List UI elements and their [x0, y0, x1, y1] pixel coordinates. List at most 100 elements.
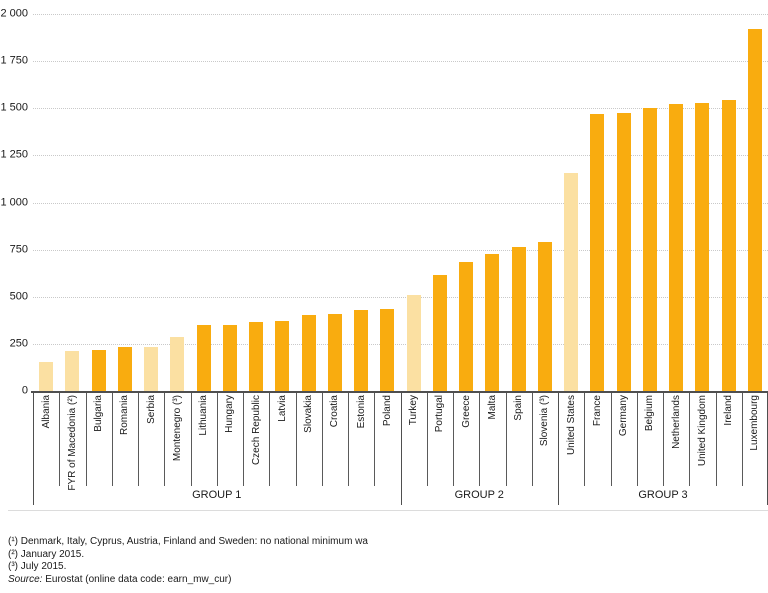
x-tick-label: United States	[565, 395, 577, 456]
x-tick-label: Slovenia (³)	[539, 395, 551, 447]
footnotes: (¹) Denmark, Italy, Cyprus, Austria, Fin…	[8, 536, 758, 586]
category-separator	[164, 393, 166, 486]
category-separator	[295, 393, 297, 486]
bar-belgium	[642, 107, 657, 391]
x-tick-label: Hungary	[224, 395, 236, 433]
bar-spain	[511, 246, 526, 391]
category-separator	[636, 393, 638, 486]
x-tick-label: Bulgaria	[93, 395, 104, 432]
bar-montenegro	[170, 336, 185, 391]
x-label-cell-serbia: Serbia	[138, 395, 165, 490]
bar-bulgaria	[91, 350, 106, 391]
bar-czech-republic	[249, 322, 264, 391]
bar-greece	[459, 262, 474, 391]
x-tick-label: Germany	[618, 395, 629, 437]
x-label-cell-poland: Poland	[374, 395, 401, 490]
x-tick-label: Poland	[381, 395, 393, 427]
bar-lithuania	[196, 325, 211, 391]
x-label-cell-estonia: Estonia	[348, 395, 375, 490]
source-line: Source: Eurostat (online data code: earn…	[8, 574, 758, 587]
y-tick-label-1500: 1 500	[0, 101, 28, 114]
bar-estonia	[354, 309, 369, 391]
category-separator	[453, 393, 454, 486]
category-separator	[269, 393, 271, 486]
bottom-divider	[8, 510, 768, 511]
x-label-cell-slovakia: Slovakia	[296, 395, 323, 490]
category-separator	[741, 393, 743, 486]
bar-luxembourg	[747, 28, 762, 391]
group-boundary	[766, 393, 768, 505]
x-label-cell-spain: Spain	[506, 395, 533, 490]
gridline-1250	[33, 155, 768, 157]
bar-croatia	[327, 314, 342, 391]
x-tick-label: Greece	[460, 395, 472, 428]
x-tick-label: Latvia	[276, 395, 288, 422]
category-separator	[190, 393, 192, 486]
gridline-500	[33, 296, 768, 298]
gridline-1000	[33, 202, 768, 204]
x-tick-label: Belgium	[644, 395, 656, 432]
x-label-cell-bulgaria: Bulgaria	[86, 395, 113, 490]
y-tick-label-1750: 1 750	[0, 54, 28, 67]
bar-serbia	[144, 346, 159, 391]
x-tick-label: FYR of Macedonia (²)	[66, 395, 78, 491]
category-separator	[584, 393, 586, 486]
category-separator	[85, 393, 87, 486]
x-label-cell-united-states: United States	[558, 395, 585, 490]
category-separator	[138, 393, 139, 486]
gridline-2000	[33, 14, 768, 15]
bar-turkey	[406, 294, 421, 391]
x-tick-label: Estonia	[355, 395, 367, 429]
bar-portugal	[432, 274, 447, 391]
category-separator	[610, 393, 612, 486]
x-axis-line	[31, 391, 768, 393]
category-separator	[689, 393, 691, 486]
x-label-cell-montenegro: Montenegro (³)	[164, 395, 191, 490]
group-boundary	[558, 393, 559, 505]
group-boundary	[400, 393, 402, 505]
footnote-2: (²) January 2015.	[8, 548, 85, 560]
bar-germany	[616, 113, 631, 391]
bar-united-states	[564, 172, 579, 391]
bar-romania	[117, 347, 132, 391]
category-separator	[243, 393, 244, 486]
x-label-cell-lithuania: Lithuania	[191, 395, 218, 490]
x-tick-label: Lithuania	[198, 395, 209, 436]
x-label-cell-latvia: Latvia	[269, 395, 296, 490]
x-tick-label: Netherlands	[670, 395, 682, 449]
gridline-250	[33, 343, 768, 345]
bar-poland	[380, 309, 395, 391]
category-separator	[216, 393, 218, 486]
x-label-cell-belgium: Belgium	[637, 395, 664, 490]
category-separator	[531, 393, 533, 486]
x-tick-label: Portugal	[434, 395, 446, 433]
y-tick-label-750: 750	[9, 243, 28, 256]
x-tick-label: France	[591, 395, 603, 427]
x-tick-label: Montenegro (³)	[171, 395, 183, 462]
y-tick-label-1250: 1 250	[0, 148, 28, 161]
y-tick-label-2000: 2 000	[0, 7, 28, 20]
bar-ireland	[721, 99, 736, 391]
x-tick-label: Slovakia	[303, 395, 314, 433]
x-label-cell-malta: Malta	[479, 395, 506, 490]
x-label-cell-ireland: Ireland	[716, 395, 743, 490]
bar-malta	[485, 253, 500, 391]
x-label-cell-luxembourg: Luxembourg	[742, 395, 768, 490]
x-label-cell-germany: Germany	[611, 395, 638, 490]
x-label-cell-united-kingdom: United Kingdom	[689, 395, 716, 490]
x-tick-label: Malta	[486, 395, 498, 420]
bar-france	[590, 114, 605, 391]
category-separator	[374, 393, 376, 486]
x-label-cell-fyr-of-macedonia: FYR of Macedonia (²)	[59, 395, 86, 491]
category-separator	[321, 393, 323, 486]
y-tick-label-0: 0	[21, 384, 28, 397]
x-tick-label: Albania	[40, 395, 52, 429]
source-label: Source:	[8, 573, 43, 585]
x-tick-label: Serbia	[145, 395, 157, 424]
x-label-cell-slovenia: Slovenia (³)	[532, 395, 559, 490]
x-tick-label: Romania	[119, 395, 131, 436]
x-tick-label: Luxembourg	[749, 395, 761, 451]
category-separator	[59, 393, 61, 486]
group-label-group-1: GROUP 1	[192, 489, 242, 501]
x-label-cell-croatia: Croatia	[322, 395, 349, 490]
